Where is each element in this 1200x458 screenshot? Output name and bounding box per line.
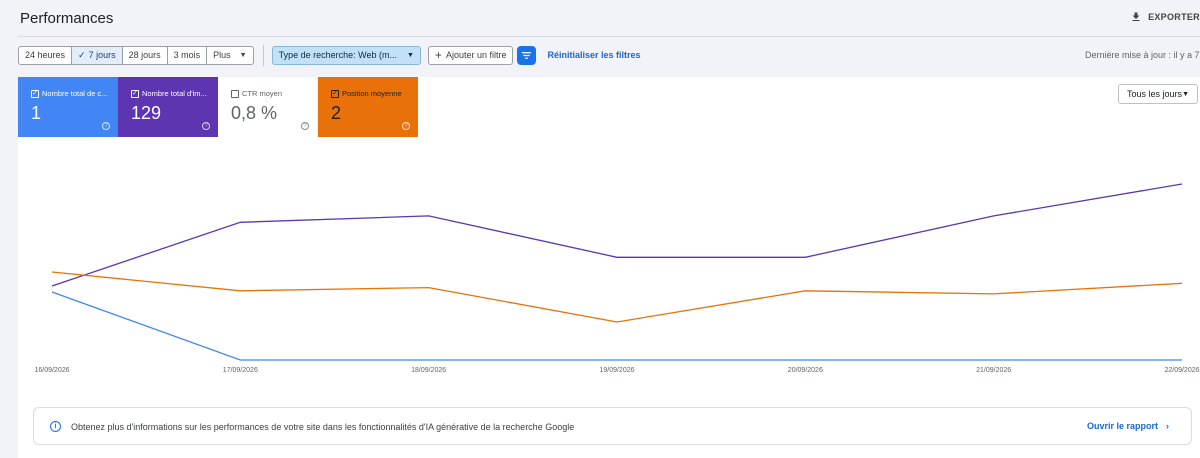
- x-tick-label: 19/09/2026: [599, 367, 634, 374]
- metric-clicks[interactable]: ✓ Nombre total de c... 1 ?: [18, 77, 118, 137]
- add-filter-button[interactable]: + Ajouter un filtre: [427, 45, 514, 65]
- metric-label: CTR moyen: [242, 89, 283, 98]
- checkbox-icon: [231, 89, 239, 98]
- export-label: EXPORTER: [1148, 12, 1200, 22]
- help-icon[interactable]: ?: [202, 122, 210, 130]
- export-button[interactable]: EXPORTER: [1130, 11, 1200, 23]
- help-icon[interactable]: ?: [402, 122, 410, 130]
- page-header: Performances EXPORTER: [0, 0, 1200, 37]
- caret-down-icon: ▼: [1182, 90, 1189, 98]
- series-line-3: [51, 271, 1183, 323]
- filter-bar: 24 heures ✓ 7 jours 28 jours 3 mois Plus ▼…: [18, 44, 641, 66]
- x-tick-label: 17/09/2026: [223, 367, 258, 374]
- checkbox-icon: ✓: [31, 89, 39, 98]
- metric-value: 0,8 %: [231, 103, 278, 123]
- range-3m-button[interactable]: 3 mois: [167, 45, 208, 65]
- metric-value: 1: [31, 103, 42, 123]
- page-title: Performances: [20, 10, 114, 27]
- x-tick-label: 22/09/2026: [1164, 367, 1199, 374]
- x-tick-label: 20/09/2026: [788, 367, 823, 374]
- plus-icon: +: [434, 48, 442, 62]
- checkbox-icon: ✓: [131, 89, 139, 98]
- performance-card: 16/09/2026 17/09/2026 18/09/2026 19/09/2026…: [18, 77, 1200, 458]
- info-icon: i: [50, 421, 61, 432]
- series-line-2: [51, 183, 1183, 287]
- reset-filters-link[interactable]: Réinitialiser les filtres: [547, 50, 641, 60]
- open-report-link[interactable]: Ouvrir le rapport ›: [1086, 421, 1169, 431]
- download-icon: [1132, 12, 1140, 21]
- banner-text: Obtenez plus d'informations sur les perf…: [71, 422, 575, 432]
- filter-divider: [262, 44, 264, 66]
- filter-settings-button[interactable]: [517, 45, 537, 65]
- series-line-1: [51, 291, 1182, 361]
- x-tick-label: 16/09/2026: [34, 367, 69, 374]
- metric-label: Nombre total d'im...: [142, 89, 207, 98]
- metric-label: Position moyenne: [342, 89, 402, 98]
- checkbox-icon: ✓: [331, 89, 339, 98]
- metric-label: Nombre total de c...: [42, 89, 108, 98]
- header-divider: [18, 36, 1200, 37]
- x-tick-label: 21/09/2026: [976, 367, 1011, 374]
- caret-down-icon: ▼: [406, 51, 414, 59]
- range-28d-button[interactable]: 28 jours: [122, 45, 168, 65]
- performance-chart: 16/09/2026 17/09/2026 18/09/2026 19/09/2026…: [34, 183, 1200, 374]
- date-range-selector: 24 heures ✓ 7 jours 28 jours 3 mois Plus ▼: [18, 45, 254, 65]
- metric-impressions[interactable]: ✓ Nombre total d'im... 129 ?: [118, 77, 218, 137]
- range-7d-button[interactable]: ✓ 7 jours: [72, 45, 123, 65]
- caret-down-icon: ▼: [239, 51, 247, 59]
- ai-insights-banner: i Obtenez plus d'informations sur les pe…: [33, 407, 1192, 445]
- metric-value: 129: [131, 103, 162, 123]
- metric-position[interactable]: ✓ Position moyenne 2 ?: [318, 77, 418, 137]
- range-more-dropdown[interactable]: Plus ▼: [207, 45, 254, 65]
- chevron-right-icon: ›: [1166, 421, 1169, 431]
- help-icon[interactable]: ?: [102, 122, 110, 130]
- check-icon: ✓: [78, 49, 86, 60]
- metric-ctr[interactable]: CTR moyen 0,8 % ?: [218, 77, 318, 137]
- range-24h-button[interactable]: 24 heures: [18, 45, 73, 65]
- help-icon[interactable]: ?: [301, 122, 309, 130]
- metric-value: 2: [331, 103, 342, 123]
- x-tick-label: 18/09/2026: [411, 367, 446, 374]
- filter-icon: [522, 51, 532, 59]
- search-type-filter[interactable]: Type de recherche: Web (m... ▼: [271, 45, 421, 65]
- last-update-text: Dernière mise à jour : il y a 7 heures: [1085, 50, 1200, 60]
- days-dropdown[interactable]: Tous les jours ▼: [1118, 84, 1198, 104]
